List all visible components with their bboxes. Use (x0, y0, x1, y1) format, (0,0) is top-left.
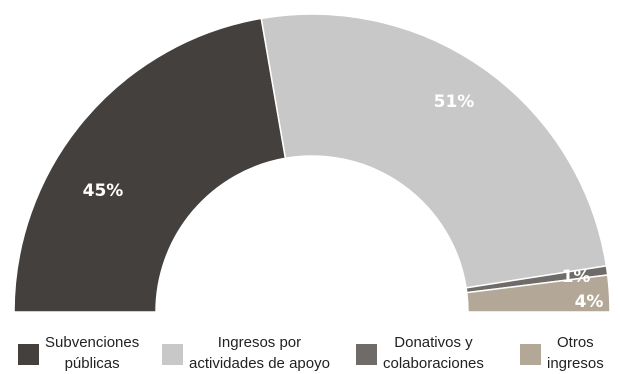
legend: Subvenciones públicas Ingresos por activ… (0, 332, 620, 374)
slice-otros (465, 274, 611, 313)
legend-label-donativos: Donativos y colaboraciones (383, 334, 484, 372)
legend-swatch-subvenciones (18, 344, 39, 365)
slice-ingresos (260, 13, 608, 289)
legend-swatch-ingresos (162, 344, 183, 365)
data-label-donativos: 1% (562, 267, 591, 287)
slice-subvenciones (13, 17, 287, 313)
data-label-subvenciones: 45% (83, 181, 124, 201)
data-label-otros: 4% (575, 292, 604, 312)
legend-label-ingresos: Ingresos por actividades de apoyo (189, 334, 330, 372)
legend-item-subvenciones: Subvenciones públicas (18, 332, 139, 374)
legend-label-otros: Otros ingresos (547, 334, 604, 372)
legend-item-otros: Otros ingresos (520, 332, 604, 374)
data-label-ingresos: 51% (434, 92, 475, 112)
legend-swatch-donativos (356, 344, 377, 365)
legend-item-donativos: Donativos y colaboraciones (356, 332, 484, 374)
semicircle-donut-chart: 45% 51% 1% 4% (13, 13, 611, 313)
legend-item-ingresos: Ingresos por actividades de apoyo (162, 332, 330, 374)
legend-label-subvenciones: Subvenciones públicas (45, 334, 140, 372)
legend-swatch-otros (520, 344, 541, 365)
